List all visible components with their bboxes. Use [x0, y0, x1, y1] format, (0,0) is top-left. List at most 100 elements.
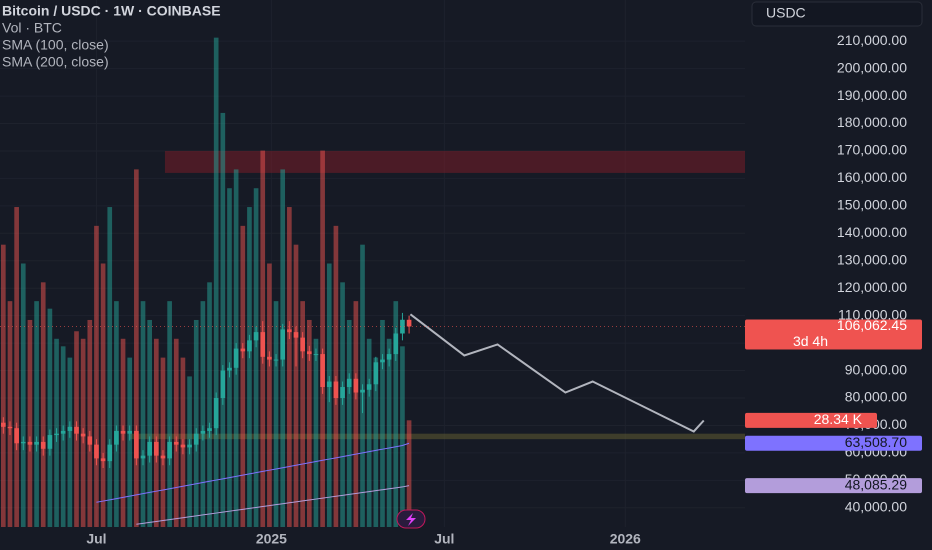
candle-body — [313, 354, 319, 356]
lightning-icon[interactable] — [396, 509, 426, 529]
candle-body — [306, 351, 312, 355]
candle-body — [160, 455, 166, 459]
volume-bar — [0, 244, 6, 527]
sma-line — [136, 485, 410, 525]
y-tick-label: 190,000.00 — [837, 87, 907, 103]
candle-body — [47, 435, 53, 449]
x-tick-label: Jul — [86, 531, 106, 547]
candle-body — [320, 354, 325, 388]
volume-bar — [306, 319, 312, 527]
y-tick-label: 160,000.00 — [837, 169, 907, 185]
volume-bar — [20, 263, 26, 527]
candle-body — [207, 428, 212, 431]
projection-line — [409, 313, 705, 433]
candle-body — [147, 441, 152, 456]
candle-body — [54, 433, 59, 436]
candle-body — [0, 422, 6, 427]
volume-bar — [320, 150, 325, 528]
volume-bar — [147, 319, 152, 527]
sma-line — [96, 442, 410, 503]
volume-bar — [107, 207, 113, 528]
currency-button[interactable] — [751, 1, 923, 27]
last-price-label: 106,062.45 — [837, 317, 907, 333]
volume-bar — [14, 207, 19, 528]
front-layer: 106,062.45 3d 4h 63,508.70 48,085.29 28.34 K — [745, 317, 922, 494]
candle-body — [253, 332, 259, 341]
candle-body — [87, 436, 93, 445]
volume-bar — [94, 225, 99, 527]
candle-body — [233, 348, 239, 368]
last-price-tag — [745, 319, 922, 350]
volume-bar — [134, 169, 139, 527]
volume-bar — [160, 357, 166, 527]
currency-button-label[interactable]: USDC — [766, 5, 806, 21]
candle-body — [127, 430, 133, 434]
icon-bolt[interactable] — [406, 513, 416, 526]
candle-body — [14, 428, 19, 444]
candle-body — [27, 441, 33, 445]
volume-bar — [227, 188, 232, 527]
sma-label: 63,508.70 — [845, 434, 907, 450]
y-tick-label: 180,000.00 — [837, 114, 907, 130]
volume-bar — [366, 338, 372, 527]
x-tick-label: 2026 — [610, 531, 641, 547]
y-tick-label: 80,000.00 — [845, 389, 907, 405]
volume-bar — [386, 338, 392, 527]
candle-body — [287, 329, 292, 333]
candle-body — [273, 359, 279, 361]
candle-body — [353, 378, 359, 393]
candle-body — [326, 381, 332, 388]
candle-body — [400, 319, 405, 334]
volume-bar — [127, 357, 133, 527]
y-tick-label: 120,000.00 — [837, 279, 907, 295]
candle-body — [20, 441, 26, 444]
legend-sma200: SMA (200, close) — [2, 54, 109, 70]
sma-tag — [745, 478, 922, 494]
candle-body — [220, 370, 226, 398]
candle-body — [134, 430, 139, 459]
main-layer: 40,000.0050,000.0060,000.0070,000.0080,0… — [0, 32, 907, 547]
volume-bar — [140, 301, 146, 527]
candle-body — [114, 430, 119, 445]
y-tick-label: 40,000.00 — [845, 498, 907, 514]
candle-body — [213, 397, 219, 429]
chart-title: Bitcoin / USDC · 1W · COINBASE — [2, 3, 221, 19]
candle-body — [173, 441, 179, 445]
volume-bar — [40, 282, 46, 527]
countdown-label: 3d 4h — [793, 333, 828, 349]
volume-bar — [27, 319, 33, 527]
y-tick-label: 200,000.00 — [837, 59, 907, 75]
candle-body — [40, 441, 46, 449]
candle-body — [267, 356, 272, 360]
candle-body — [120, 430, 126, 434]
volume-bar — [87, 319, 93, 527]
sma-tag — [745, 435, 922, 451]
candle-body — [373, 362, 379, 385]
candle-body — [293, 332, 299, 338]
candle-body — [280, 329, 286, 360]
volume-bar — [406, 420, 412, 527]
candle-body — [94, 444, 99, 459]
volume-bar — [100, 263, 106, 527]
candle-body — [7, 426, 13, 429]
x-tick-label: Jul — [434, 531, 454, 547]
volume-label: 28.34 K — [814, 411, 863, 427]
volume-bar — [313, 338, 319, 527]
candle-body — [34, 441, 39, 445]
candle-body — [406, 319, 412, 327]
candle-body — [393, 333, 399, 355]
volume-bar — [47, 308, 53, 527]
candle-body — [167, 441, 172, 459]
candle-body — [74, 426, 79, 434]
volume-bar — [7, 301, 13, 527]
volume-bar — [287, 207, 292, 528]
volume-bar — [400, 346, 405, 527]
candle-body — [180, 444, 186, 448]
volume-bar — [300, 301, 305, 527]
candle-body — [240, 348, 246, 352]
volume-bar — [167, 301, 172, 527]
sma-label: 48,085.29 — [845, 476, 907, 492]
y-tick-label: 170,000.00 — [837, 142, 907, 158]
volume-bar — [253, 188, 259, 527]
